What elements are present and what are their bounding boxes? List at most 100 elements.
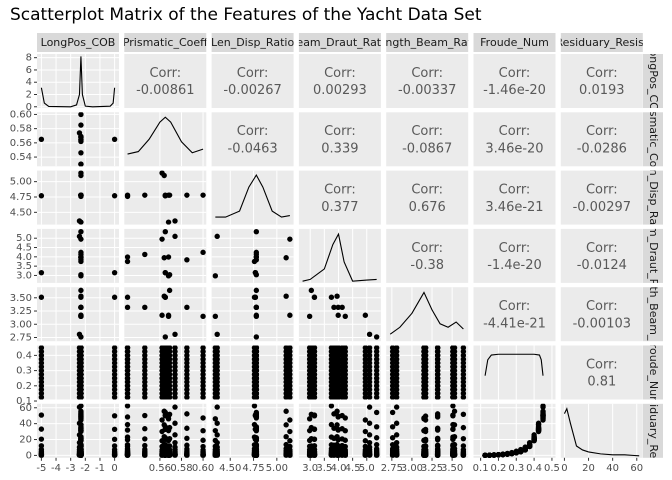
point xyxy=(306,443,313,449)
point xyxy=(184,425,190,431)
point xyxy=(253,304,260,311)
panel xyxy=(37,345,119,400)
point xyxy=(283,383,289,389)
point xyxy=(362,364,369,370)
point xyxy=(78,367,84,374)
point xyxy=(366,394,373,400)
top-strip-label: Residuary_Resist xyxy=(555,36,648,49)
point xyxy=(366,352,373,359)
point xyxy=(111,345,118,351)
point xyxy=(162,364,168,370)
x-tick-label: -1 xyxy=(95,463,105,474)
top-strip-label-group: Prismatic_Coeff xyxy=(124,36,206,49)
point xyxy=(184,192,190,198)
point xyxy=(421,356,427,362)
point xyxy=(460,348,467,355)
y-tick-label: 5.00 xyxy=(10,177,32,188)
point xyxy=(306,416,313,422)
point xyxy=(251,421,258,428)
point xyxy=(124,394,131,400)
top-strip xyxy=(211,33,294,52)
point xyxy=(421,352,427,359)
panel xyxy=(37,112,119,167)
x-tick-label: 20 xyxy=(582,463,595,474)
point xyxy=(366,379,373,385)
point xyxy=(283,293,289,299)
point xyxy=(142,371,148,378)
corr-label: Corr: xyxy=(499,124,531,139)
point xyxy=(159,417,165,423)
point xyxy=(142,251,148,258)
point xyxy=(373,394,380,400)
point xyxy=(184,386,190,393)
point xyxy=(366,345,373,351)
point xyxy=(162,334,168,340)
x-tick-label: 0 xyxy=(111,463,117,474)
point xyxy=(421,415,427,421)
point xyxy=(373,379,380,385)
point xyxy=(389,386,396,393)
point xyxy=(172,394,178,400)
top-strip-label: Len_Disp_Ratio xyxy=(211,36,294,49)
point xyxy=(78,249,84,256)
point xyxy=(78,254,84,260)
point xyxy=(162,269,168,276)
point xyxy=(142,436,148,442)
point xyxy=(251,364,258,370)
corr-value: -4.41e-21 xyxy=(483,316,546,331)
point xyxy=(421,428,427,434)
panel-background xyxy=(473,54,556,108)
point xyxy=(251,442,258,448)
point xyxy=(124,379,131,385)
point xyxy=(500,451,506,458)
point xyxy=(311,345,318,351)
point xyxy=(184,442,190,448)
point xyxy=(389,348,396,355)
corr-label: Corr: xyxy=(499,299,531,314)
point xyxy=(373,364,380,370)
point xyxy=(212,375,219,381)
point xyxy=(78,170,84,176)
point xyxy=(212,348,219,355)
point xyxy=(373,360,380,366)
point xyxy=(38,426,45,432)
point xyxy=(287,443,293,450)
point xyxy=(38,356,45,362)
point xyxy=(460,360,467,366)
panel-background xyxy=(37,170,119,225)
panel-background xyxy=(386,287,469,342)
y-tick-label: 0 xyxy=(26,450,32,461)
point xyxy=(78,421,84,428)
point xyxy=(38,360,45,366)
point xyxy=(311,426,318,432)
point xyxy=(331,304,337,311)
point xyxy=(38,379,45,385)
point xyxy=(142,348,148,355)
point xyxy=(389,375,396,381)
point xyxy=(251,345,258,351)
x-tick-label: 3.0 xyxy=(302,463,318,474)
point xyxy=(251,294,258,300)
right-strip-label: Froude_Num xyxy=(647,338,660,407)
point xyxy=(212,360,219,366)
point xyxy=(393,360,400,366)
point xyxy=(78,219,84,225)
point xyxy=(421,348,427,355)
y-tick-label: 40 xyxy=(19,419,32,430)
top-strip xyxy=(473,33,556,52)
panel xyxy=(386,403,469,458)
x-tick-label: -4 xyxy=(51,463,61,474)
point xyxy=(251,386,258,393)
point xyxy=(373,345,380,351)
x-tick-label: 4.50 xyxy=(219,463,241,474)
point xyxy=(450,413,456,419)
right-strip-label: LongPos_COB xyxy=(647,44,660,119)
point xyxy=(214,233,220,240)
corr-label: Corr: xyxy=(586,183,618,198)
point xyxy=(124,446,131,452)
point xyxy=(142,360,148,366)
point xyxy=(311,352,318,359)
point xyxy=(342,352,348,359)
point xyxy=(172,383,178,389)
point xyxy=(142,192,148,198)
